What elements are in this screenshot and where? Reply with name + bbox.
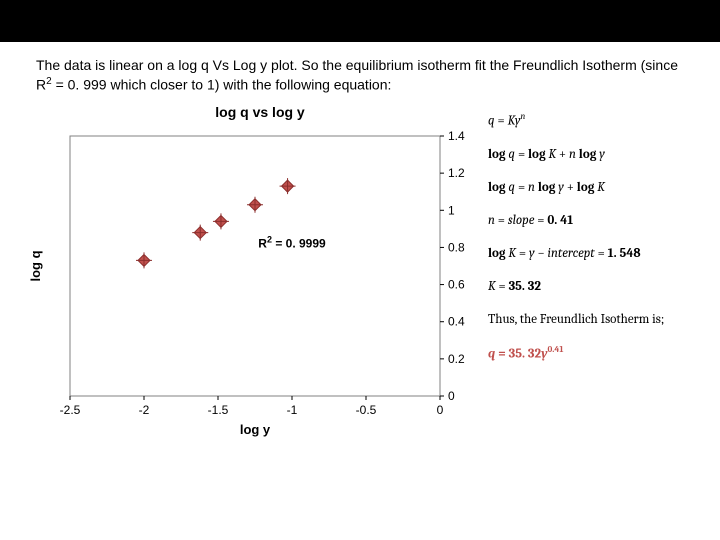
x-tick-label: -2.5 (60, 403, 81, 417)
x-tick-label: -1 (287, 403, 298, 417)
y-tick-label: 0.2 (448, 352, 465, 366)
equation-line: q = Kyn (488, 112, 700, 128)
equation-line: log q = log K + n log y (488, 147, 700, 162)
equation-line: log K = y − intercept = 1. 548 (488, 246, 700, 261)
x-tick-label: -1.5 (208, 403, 229, 417)
content-row: log q vs log y 0 0.2 0.4 0.6 0.8 1 1.2 1.4 -2.5 -… (0, 104, 720, 446)
equations-panel: q = Kyn log q = log K + n log y log q = n … (470, 104, 700, 379)
y-tick-label: 1 (448, 204, 455, 218)
equation-line: Thus, the Freundlich Isotherm is; (488, 312, 700, 327)
equation-line: log q = n log y + log K (488, 180, 700, 195)
y-tick-label: 1.4 (448, 129, 465, 143)
top-bar (0, 0, 720, 42)
x-axis-label: log y (240, 422, 271, 437)
equation-line: n = slope = 0. 41 (488, 213, 700, 228)
plot-border (70, 136, 440, 396)
y-tick-label: 0.6 (448, 278, 465, 292)
equation-final: q = 35. 32y0.41 (488, 345, 700, 361)
y-tick-label: 0 (448, 389, 455, 403)
chart-title: log q vs log y (20, 104, 470, 120)
y-tick-label: 1.2 (448, 167, 465, 181)
equation-line: K = 35. 32 (488, 279, 700, 294)
scatter-chart: 0 0.2 0.4 0.6 0.8 1 1.2 1.4 -2.5 -2 -1.5 -1 -0.5 0 log… (20, 126, 470, 446)
chart-container: log q vs log y 0 0.2 0.4 0.6 0.8 1 1.2 1.4 -2.5 -… (20, 104, 470, 446)
y-tick-label: 0.8 (448, 241, 465, 255)
description-paragraph: The data is linear on a log q Vs Log y p… (0, 42, 720, 104)
x-tick-label: -0.5 (356, 403, 377, 417)
x-tick-label: -2 (139, 403, 150, 417)
y-axis-label: log q (28, 251, 43, 282)
y-tick-label: 0.4 (448, 315, 465, 329)
x-tick-label: 0 (437, 403, 444, 417)
